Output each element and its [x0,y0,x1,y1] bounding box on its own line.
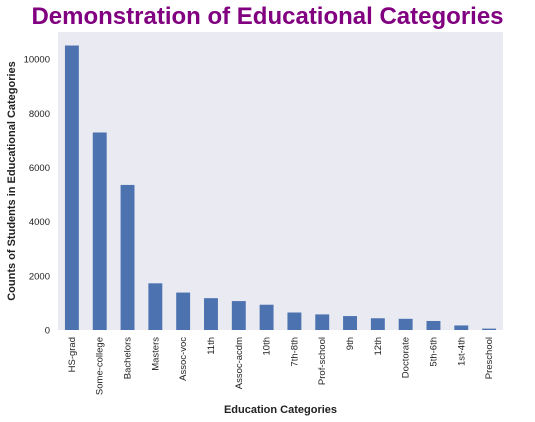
x-tick-label: 9th [345,337,356,350]
bar-9th [343,316,357,330]
x-tick-label: HS-grad [67,337,78,372]
x-tick-label: Bachelors [123,337,134,379]
bar-prof-school [315,314,330,330]
x-tick-label: Doctorate [401,337,412,378]
x-tick-label: 7th-8th [289,337,300,367]
bar-7th-8th [287,312,302,330]
bar-11th [204,298,218,330]
x-tick-label: 11th [206,337,217,355]
y-tick-label: 8000 [29,109,50,120]
x-tick-label: Assoc-voc [178,337,189,381]
bar-bachelors [120,184,135,330]
x-tick-label: Assoc-acdm [234,337,245,389]
y-tick-label: 6000 [29,163,50,174]
x-tick-label: 5th-6th [428,337,439,367]
x-tick-label: 10th [262,337,273,356]
y-axis-title: Counts of Students in Educational Catego… [6,61,18,301]
y-ticks-group: 0 2000 4000 6000 8000 10000 [24,55,50,337]
x-tick-label: Masters [150,337,161,371]
bar-preschool [482,328,497,330]
x-tick-label: 1st-4th [456,337,467,366]
bars-group [64,45,497,331]
bar-12th [370,318,385,330]
y-tick-label: 2000 [29,271,50,282]
bar-assoc-acdm [231,301,246,330]
y-tick-label: 0 [45,326,50,337]
x-tick-label: Prof-school [317,337,328,385]
x-axis-title: Education Categories [224,404,337,416]
bar-assoc-voc [176,292,191,330]
y-tick-label: 10000 [24,55,50,66]
bar-doctorate [398,318,413,330]
x-tick-label: Preschool [484,337,495,379]
chart-title: Demonstration of Educational Categories [31,3,504,30]
bar-hs-grad [64,45,79,331]
bar-1st-4th [454,325,469,330]
y-tick-label: 4000 [29,217,50,228]
x-tick-label: Some-college [95,337,106,395]
x-tick-label: 12th [373,337,384,356]
bar-some-college [92,132,107,330]
bar-10th [259,304,274,330]
x-ticks-group: HS-grad Some-college Bachelors Masters Assoc… [67,337,495,395]
bar-5th-6th [426,320,441,330]
bar-masters [148,283,163,330]
